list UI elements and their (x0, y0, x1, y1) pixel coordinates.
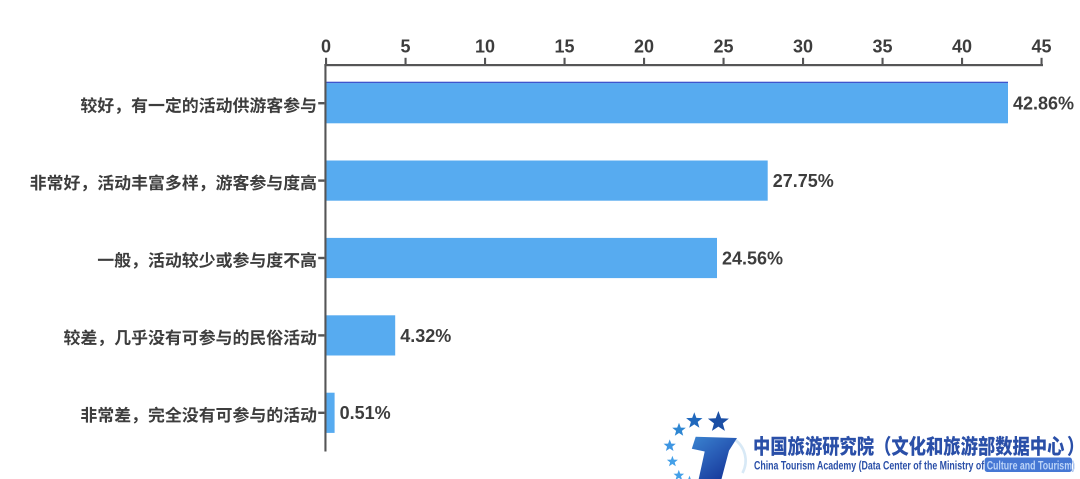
svg-text:Culture and Tourism): Culture and Tourism) (987, 459, 1075, 473)
svg-text:15: 15 (554, 37, 574, 57)
svg-text:40: 40 (952, 37, 972, 57)
svg-text:27.75%: 27.75% (773, 171, 834, 191)
svg-text:0: 0 (321, 37, 331, 57)
svg-text:4.32%: 4.32% (400, 326, 451, 346)
svg-text:45: 45 (1031, 37, 1051, 57)
svg-text:10: 10 (475, 37, 495, 57)
svg-text:24.56%: 24.56% (722, 248, 783, 268)
svg-text:0.51%: 0.51% (340, 403, 391, 423)
svg-text:25: 25 (713, 37, 733, 57)
svg-text:5: 5 (400, 37, 410, 57)
svg-text:30: 30 (793, 37, 813, 57)
svg-text:35: 35 (872, 37, 892, 57)
svg-text:42.86%: 42.86% (1013, 94, 1074, 114)
svg-text:20: 20 (634, 37, 654, 57)
